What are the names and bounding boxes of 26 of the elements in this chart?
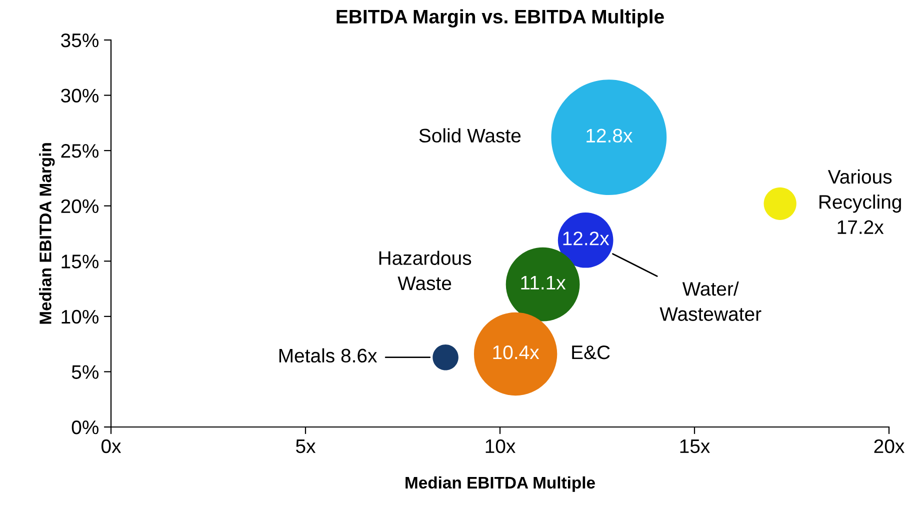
series-label: Solid Waste bbox=[419, 128, 521, 143]
annotation: 12.2x bbox=[563, 232, 610, 246]
series-label: Hazardous Waste bbox=[379, 250, 472, 290]
y-tick-label: 15% bbox=[62, 254, 99, 268]
x-axis-title: Median EBITDA Multiple bbox=[406, 476, 595, 492]
x-tick-label: 10x bbox=[486, 439, 516, 454]
chart-title: EBITDA Margin vs. EBITDA Multiple bbox=[336, 9, 664, 28]
y-tick-label: 30% bbox=[61, 88, 99, 103]
y-tick-label: 10% bbox=[62, 310, 99, 324]
annotation: 12.8x bbox=[586, 128, 632, 143]
y-tick-label: 5% bbox=[72, 365, 99, 379]
x-tick-label: 20x bbox=[874, 439, 904, 454]
annotation: 10.4x bbox=[493, 345, 540, 360]
annotation: 11.1x bbox=[521, 276, 566, 290]
y-tick-label: 0% bbox=[72, 420, 99, 434]
series-label: E&C bbox=[572, 345, 610, 360]
series-label: Various Recycling 17.2x bbox=[820, 169, 901, 234]
x-tick-label: 5x bbox=[296, 440, 316, 454]
text: Metals 8.6x bbox=[279, 348, 378, 363]
text: Water/ Wastewater bbox=[660, 281, 762, 321]
y-tick-label: 25% bbox=[61, 144, 99, 158]
y-tick-label: 20% bbox=[61, 199, 99, 214]
y-tick-label: 35% bbox=[61, 33, 99, 48]
x-tick-label: 0x bbox=[101, 439, 122, 454]
y-axis-title: Median EBITDA Margin bbox=[39, 143, 55, 324]
x-tick-label: 15x bbox=[680, 440, 710, 454]
